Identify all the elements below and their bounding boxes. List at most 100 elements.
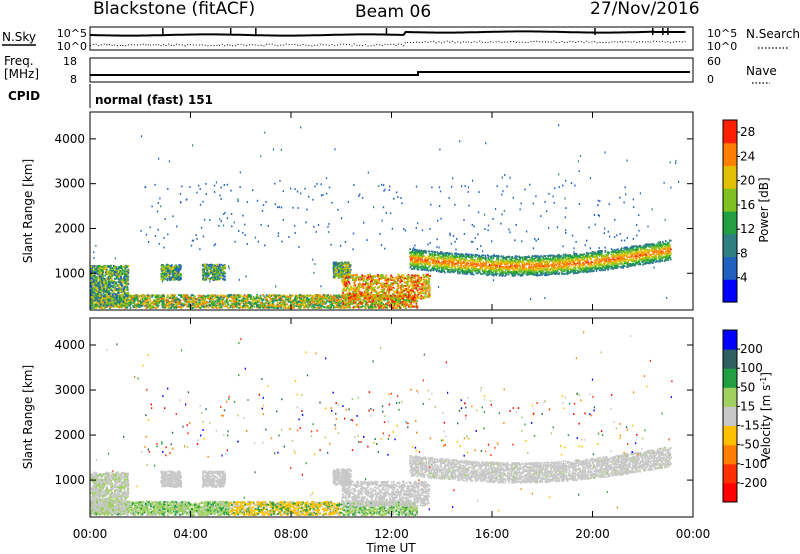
data-cell [164,274,167,276]
data-cell [578,170,580,173]
data-cell [315,307,318,310]
data-cell [207,306,210,309]
data-cell [163,297,166,300]
data-cell [335,275,337,277]
nsearch-label: N.Search [746,27,800,41]
data-cell [382,275,385,278]
data-cell [411,286,414,289]
data-cell [250,306,253,309]
data-cell [104,304,107,307]
data-cell [238,299,240,302]
data-cell [336,273,339,275]
data-cell [288,305,290,308]
data-cell [173,295,175,298]
data-cell [396,282,398,285]
data-cell [321,305,323,307]
data-cell [233,303,236,305]
data-cell [351,300,353,303]
data-cell [226,305,229,308]
data-cell [216,265,219,268]
data-cell [114,257,116,260]
data-cell [124,279,127,282]
data-cell [234,300,237,303]
data-cell [115,302,118,305]
data-cell [109,269,112,272]
data-cell [199,306,202,309]
data-cell [117,289,120,292]
data-cell [383,299,385,302]
data-cell [209,305,212,307]
data-cell [270,297,272,300]
data-cell [179,268,182,271]
data-cell [383,305,386,308]
data-cell [146,306,149,309]
data-cell [102,271,105,274]
data-cell [285,298,287,301]
data-cell [375,306,377,309]
data-cell [95,244,97,247]
data-cell [177,265,180,268]
data-cell [329,296,331,298]
data-cell [237,307,240,309]
data-cell [213,300,215,302]
data-cell [292,305,295,308]
data-cell [255,303,258,305]
data-cell [202,274,204,277]
data-cell [140,298,142,301]
data-cell [214,300,217,303]
data-cell [467,186,469,189]
data-cell [244,304,247,307]
data-cell [415,279,417,282]
data-cell [115,277,117,280]
data-cell [320,306,323,309]
data-cell [332,301,335,303]
data-cell [389,306,392,308]
data-cell [191,300,194,303]
data-cell [281,300,284,303]
data-cell [167,307,170,310]
data-cell [413,305,415,308]
data-cell [141,302,143,305]
data-cell [279,299,281,301]
data-cell [225,299,228,302]
data-cell [196,305,199,308]
data-cell [485,142,487,145]
data-cell [335,301,337,304]
data-cell [327,296,330,299]
data-cell [365,297,368,299]
data-cell [235,296,237,298]
data-cell [283,295,285,298]
data-cell [299,305,302,308]
data-cell [238,303,241,305]
data-cell [313,303,316,306]
data-cell [300,296,302,299]
data-cell [214,294,217,297]
data-cell [269,304,272,307]
data-cell [91,287,94,290]
data-cell [675,159,677,162]
data-cell [476,248,478,250]
data-cell [244,306,247,309]
data-cell [284,303,286,306]
data-cell [558,124,560,127]
data-cell [206,296,209,299]
data-cell [311,305,314,308]
data-cell [115,305,118,308]
data-cell [145,302,148,305]
data-cell [128,296,131,299]
data-cell [178,273,181,276]
data-cell [386,300,389,303]
data-cell [98,300,101,303]
data-cell [118,296,121,298]
data-cell [228,265,230,268]
data-cell [96,265,99,268]
data-cell [335,298,338,301]
data-cell [204,298,206,301]
data-cell [169,302,172,305]
data-cell [325,177,328,180]
data-cell [412,299,415,302]
data-cell [203,279,206,281]
data-cell [326,300,329,303]
data-cell [254,299,256,302]
data-cell [95,296,98,299]
